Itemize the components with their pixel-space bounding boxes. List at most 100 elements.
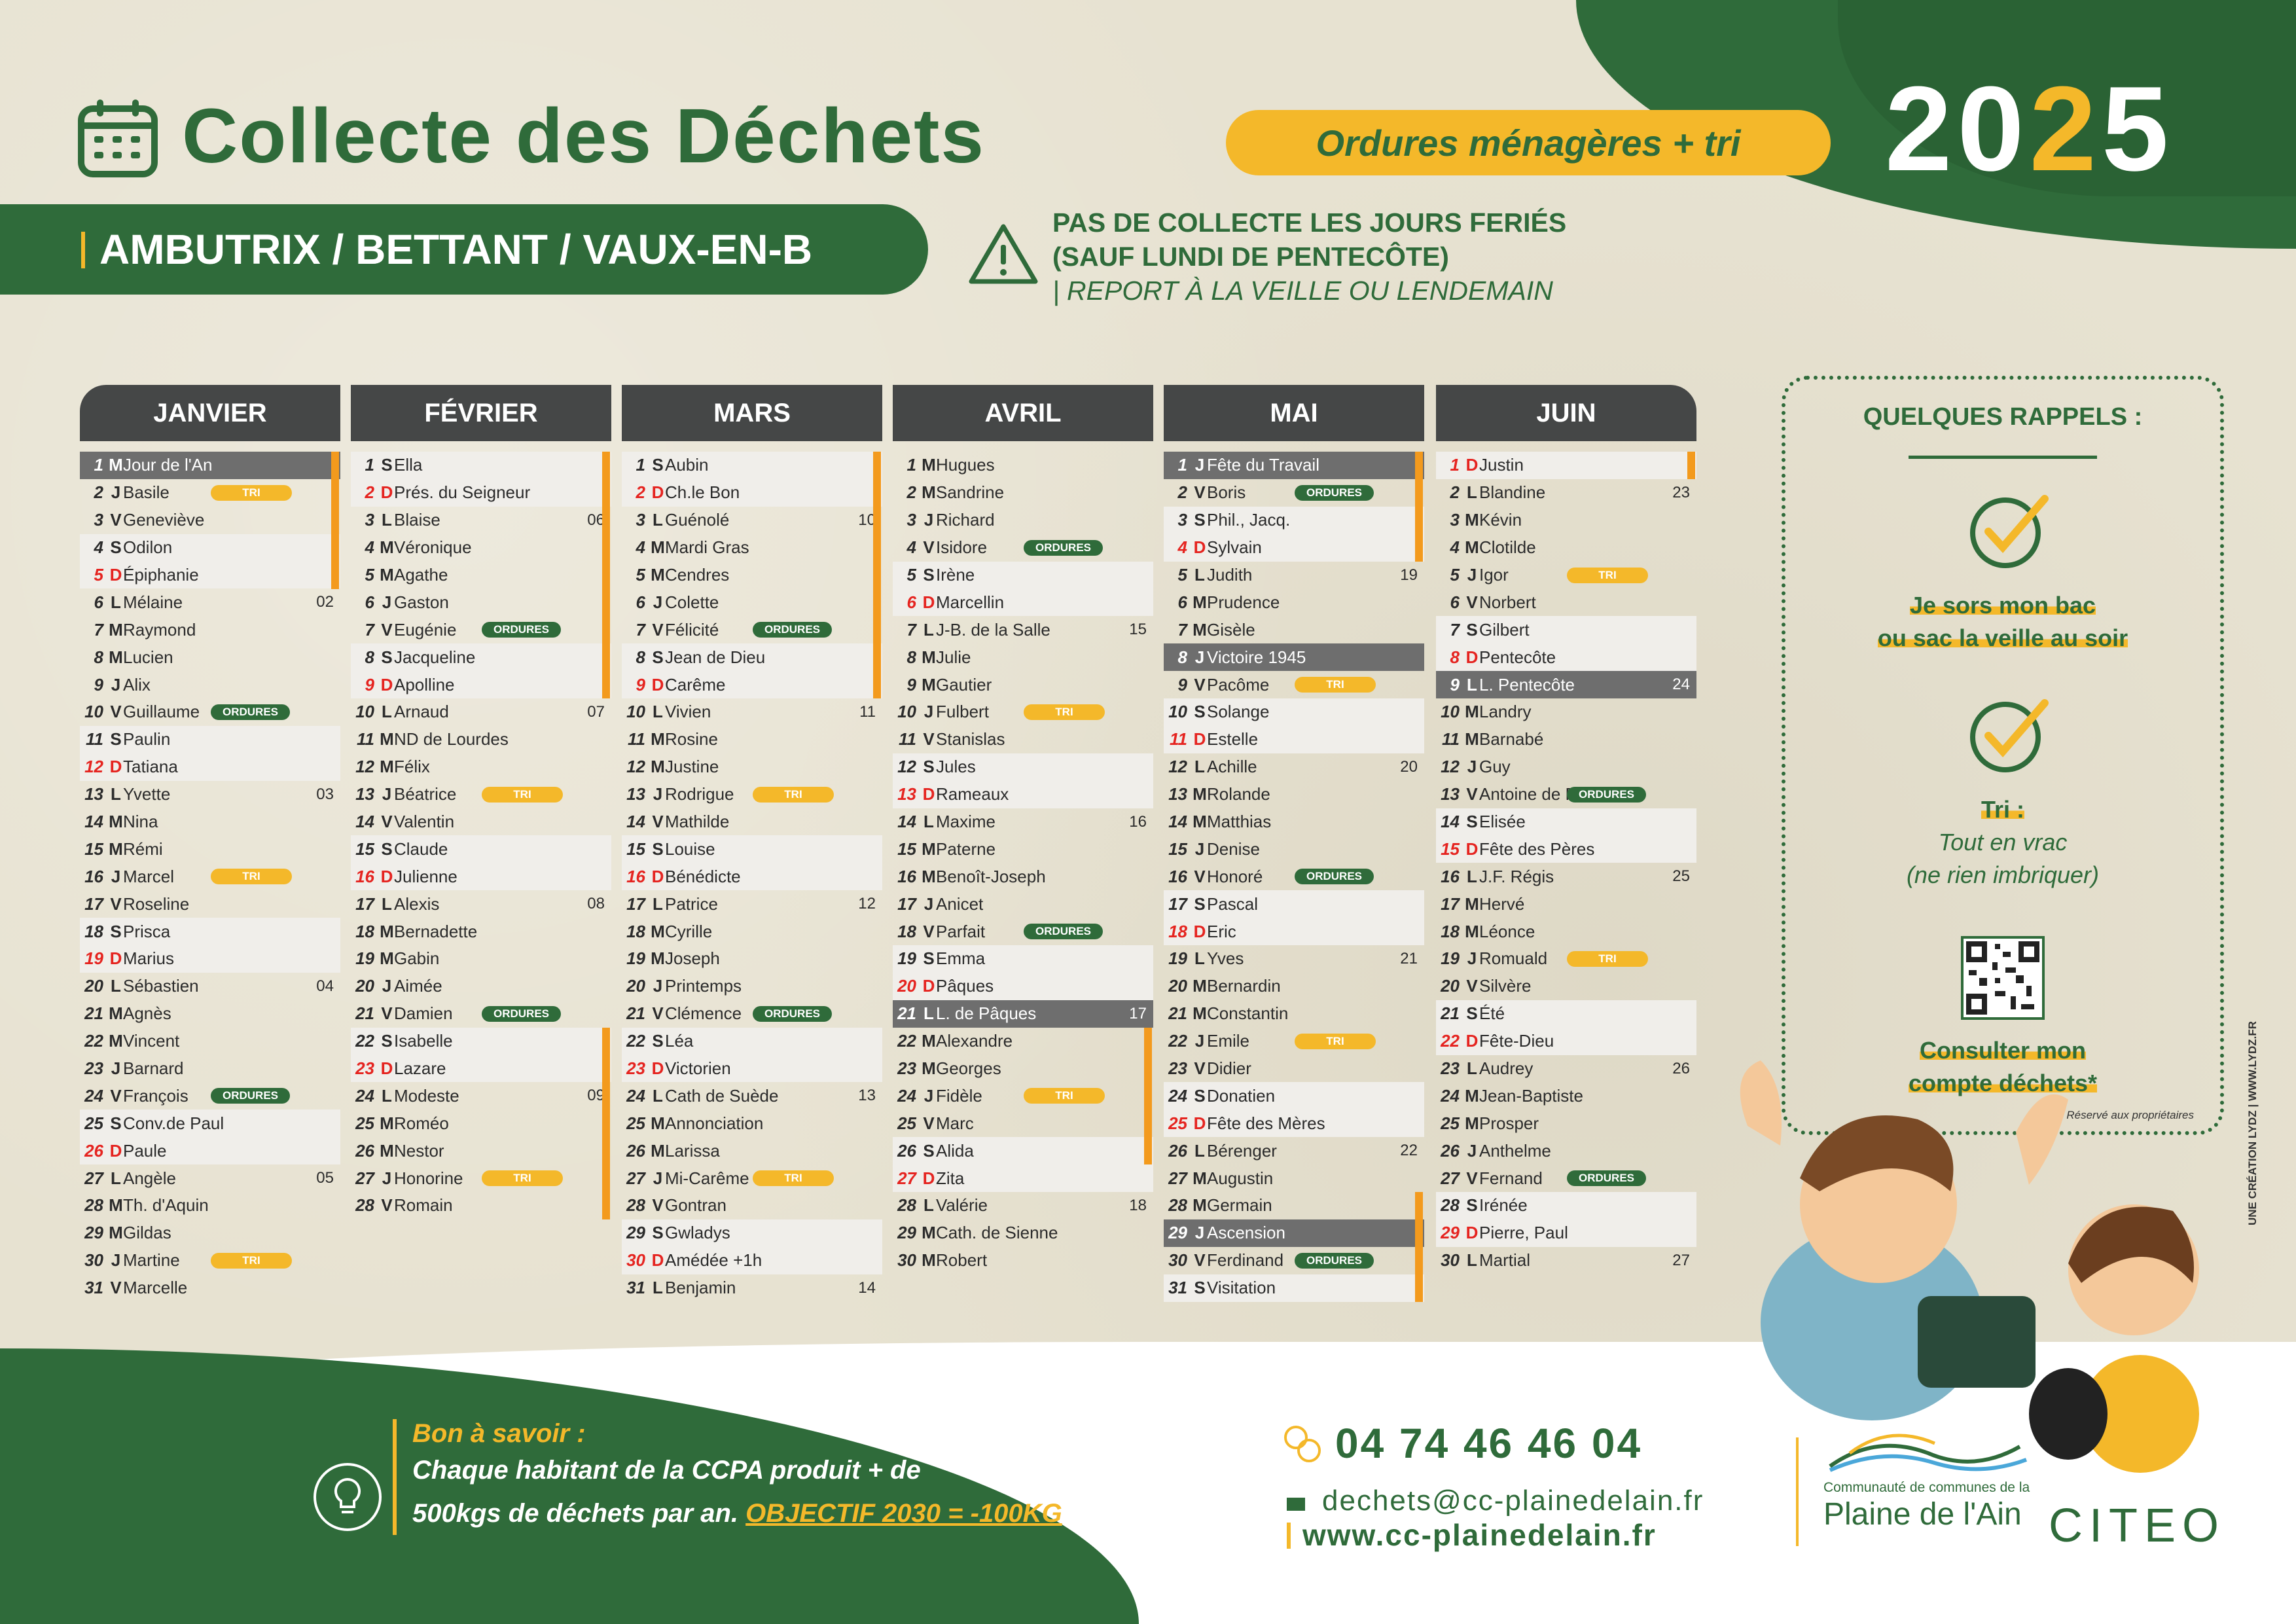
- day-row: 4 M Clotilde: [1436, 534, 1696, 562]
- day-number: 24: [84, 1085, 103, 1106]
- day-number: 14: [626, 812, 645, 832]
- day-number: 28: [626, 1195, 645, 1216]
- saint-name: Denise: [1207, 839, 1260, 859]
- day-row: 30 V Ferdinand ORDURES: [1164, 1247, 1424, 1274]
- day-number: 19: [355, 948, 374, 969]
- day-row: 18 V Parfait ORDURES: [893, 918, 1153, 945]
- day-number: 12: [1441, 757, 1460, 777]
- day-row: 18 D Eric: [1164, 918, 1424, 946]
- day-row: 31 S Visitation: [1164, 1274, 1424, 1302]
- children-illustration: [1740, 1060, 2199, 1473]
- website-link[interactable]: www.cc-plainedelain.fr: [1302, 1518, 1657, 1552]
- day-number: 29: [1441, 1223, 1460, 1243]
- day-row: 30 M Robert: [893, 1247, 1153, 1274]
- saint-name: Apolline: [394, 674, 455, 695]
- day-number: 30: [1168, 1250, 1187, 1271]
- day-number: 2: [906, 482, 916, 503]
- day-letter: V: [652, 619, 664, 640]
- saint-name: Pierre, Paul: [1479, 1223, 1568, 1243]
- day-number: 22: [355, 1031, 374, 1051]
- saint-name: Pascal: [1207, 893, 1259, 914]
- qr-code[interactable]: [1961, 936, 2045, 1020]
- saint-name: Norbert: [1479, 592, 1536, 612]
- day-letter: S: [1466, 812, 1478, 832]
- day-number: 11: [357, 729, 374, 749]
- ordures-tag: ORDURES: [482, 1005, 562, 1022]
- day-number: 27: [1441, 1168, 1460, 1188]
- day-row: 18 M Bernadette: [351, 918, 611, 945]
- good-to-know-title: Bon à savoir :: [412, 1419, 586, 1448]
- day-letter: M: [1193, 1195, 1207, 1216]
- day-list: 1 M Hugues 2 M Sandrine 3 J Richard 4 V Isidore ORDU…: [893, 441, 1153, 1274]
- day-letter: J: [1194, 1223, 1205, 1243]
- saint-name: Angèle: [123, 1168, 176, 1188]
- day-letter: S: [1466, 1195, 1478, 1216]
- day-letter: S: [1466, 1003, 1478, 1024]
- holiday-note-2: (SAUF LUNDI DE PENTECÔTE): [1052, 242, 1449, 272]
- saint-name: Cyrille: [665, 921, 713, 941]
- day-list: 1 M Jour de l'An 2 J Basile TRI 3 V Geneviève 4 S Od…: [80, 441, 340, 1302]
- saint-name: Hervé: [1479, 893, 1525, 914]
- day-row: 28 V Romain: [351, 1192, 611, 1219]
- day-row: 11 M ND de Lourdes: [351, 726, 611, 753]
- day-number: 22: [1168, 1031, 1187, 1051]
- day-number: 17: [355, 893, 374, 914]
- day-number: 11: [86, 729, 103, 749]
- day-letter: D: [651, 866, 664, 886]
- day-row: 25 M Annonciation: [622, 1110, 882, 1137]
- day-letter: D: [1465, 1223, 1479, 1243]
- day-letter: V: [652, 1195, 664, 1216]
- week-number: 17: [1129, 1004, 1147, 1022]
- day-letter: D: [651, 1058, 664, 1079]
- day-row: 22 M Vincent: [80, 1028, 340, 1055]
- saint-name: L. de Pâques: [936, 1003, 1037, 1024]
- day-letter: V: [1466, 592, 1478, 612]
- saint-name: Annonciation: [665, 1113, 764, 1133]
- day-letter: L: [1467, 674, 1477, 695]
- day-row: 23 V Didier: [1164, 1055, 1424, 1083]
- day-row: 15 S Claude: [351, 835, 611, 863]
- saint-name: Igor: [1479, 565, 1509, 585]
- saint-name: Marcellin: [936, 592, 1005, 612]
- day-row: 20 M Bernardin: [1164, 973, 1424, 1000]
- day-row: 8 D Pentecôte: [1436, 643, 1696, 672]
- email-link[interactable]: dechets@cc-plainedelain.fr: [1322, 1485, 1704, 1517]
- day-row: 11 V Stanislas: [893, 726, 1153, 753]
- day-letter: M: [922, 482, 936, 503]
- day-letter: S: [1194, 893, 1206, 914]
- saint-name: Sylvain: [1207, 537, 1262, 558]
- saint-name: François: [123, 1085, 188, 1106]
- day-row: 4 V Isidore ORDURES: [893, 534, 1153, 562]
- day-letter: M: [1465, 510, 1479, 530]
- day-row: 28 S Irénée: [1436, 1192, 1696, 1219]
- check-icon: [1970, 495, 2049, 568]
- day-letter: M: [109, 1223, 123, 1243]
- day-number: 13: [84, 784, 103, 804]
- day-number: 3: [636, 510, 645, 530]
- saint-name: Yvette: [123, 784, 171, 804]
- day-row: 2 D Prés. du Seigneur: [351, 478, 611, 507]
- day-number: 16: [1168, 866, 1187, 886]
- week-number: 03: [316, 785, 334, 803]
- saint-name: Basile: [123, 482, 170, 503]
- day-letter: V: [1466, 1168, 1478, 1188]
- commune-banner: AMBUTRIX / BETTANT / VAUX-EN-B: [0, 204, 928, 295]
- day-number: 17: [1441, 893, 1460, 914]
- saint-name: Aimée: [394, 976, 442, 996]
- day-letter: M: [651, 729, 665, 749]
- day-number: 16: [355, 866, 374, 886]
- day-row: 20 J Printemps: [622, 973, 882, 1000]
- day-row: 22 J Emile TRI: [1164, 1028, 1424, 1055]
- day-row: 3 M Kévin: [1436, 507, 1696, 534]
- day-number: 5: [94, 565, 103, 585]
- day-letter: M: [651, 565, 665, 585]
- holiday-note-1: PAS DE COLLECTE LES JOURS FERIÉS: [1052, 208, 1567, 238]
- month-column: MARS 1 S Aubin 2 D Ch.le Bon 3 L Guénolé 10 4 M Mardi…: [622, 385, 882, 1301]
- ordures-tag: ORDURES: [1024, 924, 1103, 940]
- day-letter: L: [924, 1003, 934, 1024]
- day-number: 23: [1441, 1058, 1460, 1079]
- day-letter: J: [111, 1058, 121, 1079]
- week-marker: [602, 1027, 610, 1220]
- phone-number[interactable]: 04 74 46 46 04: [1335, 1420, 1643, 1467]
- day-number: 6: [1177, 592, 1187, 612]
